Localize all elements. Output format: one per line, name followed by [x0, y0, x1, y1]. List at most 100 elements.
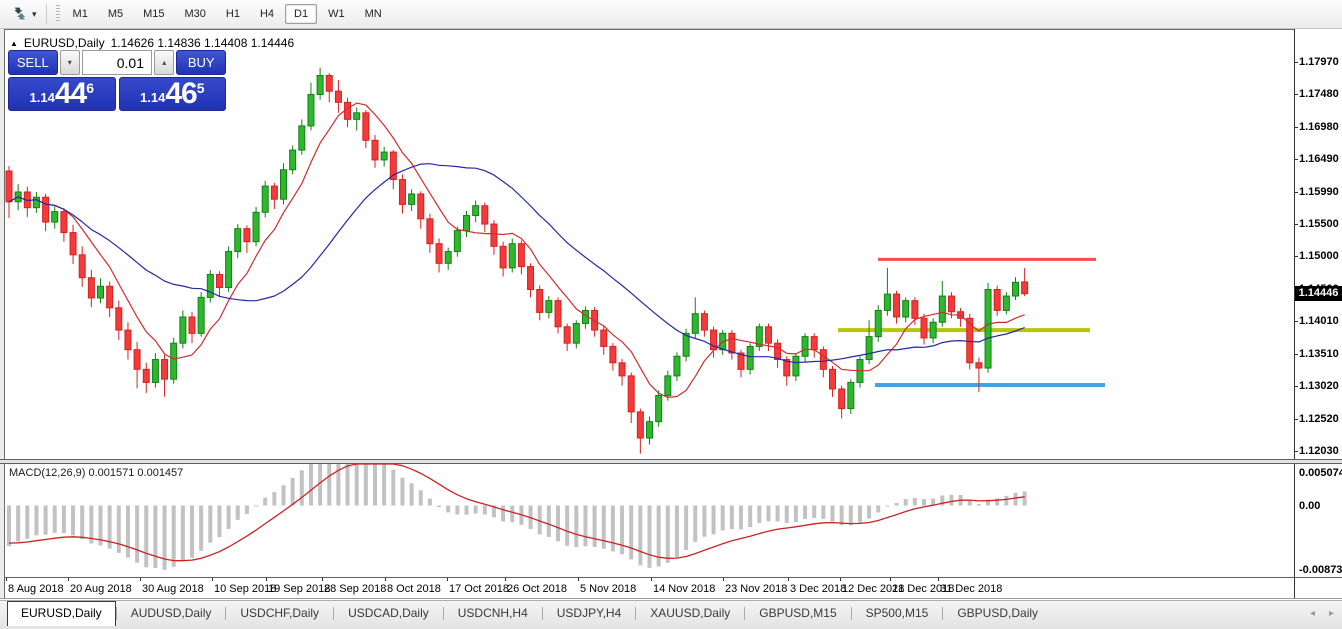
date-axis-tick — [723, 578, 724, 581]
window-margin — [0, 29, 4, 599]
date-axis-tick — [266, 578, 267, 581]
price-axis-label: 1.17970 — [1295, 56, 1339, 69]
chart-tab-SP500-M15[interactable]: SP500,M15 — [865, 606, 929, 620]
price-axis-label: 1.15000 — [1295, 250, 1339, 263]
tab-separator — [744, 607, 746, 620]
window-border-left — [4, 29, 5, 599]
sell-price-pip-digit: 6 — [86, 80, 94, 96]
buy-price-prefix: 1.14 — [140, 90, 166, 105]
sell-price-prefix: 1.14 — [29, 90, 55, 105]
date-axis-label: 23 Nov 2018 — [725, 583, 788, 595]
date-axis-tick — [447, 578, 448, 581]
macd-axis-label: 0.005074 — [1299, 467, 1342, 479]
date-axis-label: 5 Nov 2018 — [580, 583, 637, 595]
tab-scroll-nav: ◂ ▸ — [1310, 608, 1334, 619]
date-axis-tick — [890, 578, 891, 581]
price-axis-label: 1.17480 — [1295, 88, 1339, 101]
price-axis-label: 1.16490 — [1295, 152, 1339, 165]
date-axis-label: 10 Sep 2018 — [214, 583, 277, 595]
timeframe-button-H4[interactable]: H4 — [251, 4, 283, 24]
chart-window: ▲ EURUSD,Daily 1.14626 1.14836 1.14408 1… — [0, 29, 1342, 600]
date-axis-tick — [938, 578, 939, 581]
timeframe-button-M15[interactable]: M15 — [134, 4, 173, 24]
tab-scroll-right-icon[interactable]: ▸ — [1328, 608, 1334, 619]
price-axis-label: 1.13510 — [1295, 347, 1339, 360]
buy-price-big-digits: 46 — [165, 77, 197, 110]
price-axis-label: 1.12030 — [1295, 444, 1339, 457]
chart-mode-button[interactable]: ▾ — [8, 5, 41, 24]
volume-decrease-button[interactable]: ▾ — [59, 50, 80, 75]
date-axis-tick — [578, 578, 579, 581]
buy-price-button[interactable]: 1.14 46 5 — [118, 77, 226, 111]
chart-tab-USDCNH-H4[interactable]: USDCNH,H4 — [457, 606, 528, 620]
date-axis: 8 Aug 2018 20 Aug 2018 30 Aug 2018 10 Sep 2… — [5, 578, 1294, 598]
price-axis-label: 1.13020 — [1295, 380, 1339, 392]
volume-increase-button[interactable]: ▴ — [154, 50, 175, 75]
window-border-bottom — [0, 598, 1342, 599]
date-axis-label: 31 Dec 2018 — [940, 583, 1003, 595]
chart-tab-USDCHF-Daily[interactable]: USDCHF,Daily — [240, 606, 320, 620]
date-axis-tick — [651, 578, 652, 581]
macd-axis-label: 0.00 — [1299, 499, 1321, 512]
toolbar-grip[interactable] — [55, 5, 60, 23]
tab-scroll-left-icon[interactable]: ◂ — [1309, 608, 1315, 619]
date-axis-tick — [385, 578, 386, 581]
date-axis-label: 17 Oct 2018 — [449, 583, 509, 595]
tab-separator — [850, 607, 852, 620]
timeframe-button-D1[interactable]: D1 — [285, 4, 318, 24]
tick-arrows-icon — [14, 7, 26, 19]
timeframe-button-W1[interactable]: W1 — [319, 4, 354, 24]
date-axis-tick — [788, 578, 789, 581]
price-axis-label: 1.15500 — [1295, 217, 1339, 230]
macd-indicator-label: MACD(12,26,9) 0.001571 0.001457 — [9, 467, 184, 479]
timeframe-button-M5[interactable]: M5 — [99, 4, 132, 24]
date-axis-tick — [6, 578, 7, 581]
chart-tab-EURUSD-Daily[interactable]: EURUSD,Daily — [7, 601, 116, 626]
chart-tab-USDCAD-Daily[interactable]: USDCAD,Daily — [348, 606, 429, 620]
date-axis-tick — [840, 578, 841, 581]
chart-mode-caret-icon[interactable]: ▾ — [32, 8, 37, 19]
sell-price-button[interactable]: 1.14 44 6 — [8, 77, 116, 111]
one-click-trade-panel: SELL ▾ ▴ BUY 1.14 44 6 1.14 46 5 — [8, 50, 226, 111]
chart-tab-AUDUSD-Daily[interactable]: AUDUSD,Daily — [130, 606, 212, 620]
date-axis-label: 19 Sep 2018 — [268, 583, 331, 595]
ma-7 — [8, 102, 1025, 398]
tab-separator — [635, 607, 637, 620]
price-axis-label: 1.12520 — [1295, 412, 1339, 425]
date-axis-label: 30 Aug 2018 — [142, 583, 204, 595]
window-border-top — [4, 29, 1342, 30]
tab-separator — [115, 607, 117, 620]
timeframe-button-MN[interactable]: MN — [356, 4, 391, 24]
date-axis-label: 12 Dec 2018 — [842, 583, 905, 595]
price-axis-label: 1.16980 — [1295, 120, 1339, 133]
buy-button[interactable]: BUY — [176, 50, 226, 75]
top-toolbar: ▾ M1 M5 M15 M30 H1 H4 D1 W1 MN — [0, 0, 1342, 29]
price-axis-label: 1.14010 — [1295, 315, 1339, 328]
date-axis-tick — [140, 578, 141, 581]
timeframe-button-M30[interactable]: M30 — [176, 4, 215, 24]
chart-tab-GBPUSD-Daily[interactable]: GBPUSD,Daily — [957, 606, 1039, 620]
macd-indicator-chart — [5, 464, 1294, 577]
date-axis-tick — [212, 578, 213, 581]
chart-tab-GBPUSD-M15[interactable]: GBPUSD,M15 — [759, 606, 837, 620]
collapse-panel-icon[interactable]: ▲ — [10, 38, 18, 48]
buy-price-pip-digit: 5 — [196, 80, 205, 96]
tab-separator — [442, 607, 444, 620]
date-axis-tick — [322, 578, 323, 581]
date-axis-tick — [68, 578, 69, 581]
sell-button[interactable]: SELL — [8, 50, 58, 75]
chart-tab-XAUUSD-Daily[interactable]: XAUUSD,Daily — [650, 606, 731, 620]
volume-input[interactable] — [82, 50, 152, 75]
chart-tab-USDJPY-H4[interactable]: USDJPY,H4 — [556, 606, 622, 620]
tab-separator — [541, 607, 543, 620]
tab-separator — [225, 607, 227, 620]
price-axis-label: 1.15990 — [1295, 185, 1339, 198]
panel-splitter[interactable] — [0, 459, 1342, 464]
timeframe-button-H1[interactable]: H1 — [217, 4, 249, 24]
macd-border-bottom — [4, 577, 1342, 578]
chart-tabbar: ◂ ▸ EURUSD,Daily AUDUSD,Daily USDCHF,Daily… — [0, 600, 1342, 629]
date-axis-label: 20 Aug 2018 — [70, 583, 132, 595]
timeframe-button-M1[interactable]: M1 — [64, 4, 97, 24]
date-axis-label: 21 Dec 2018 — [892, 583, 955, 595]
current-price-tag: 1.14446 — [1295, 285, 1342, 301]
